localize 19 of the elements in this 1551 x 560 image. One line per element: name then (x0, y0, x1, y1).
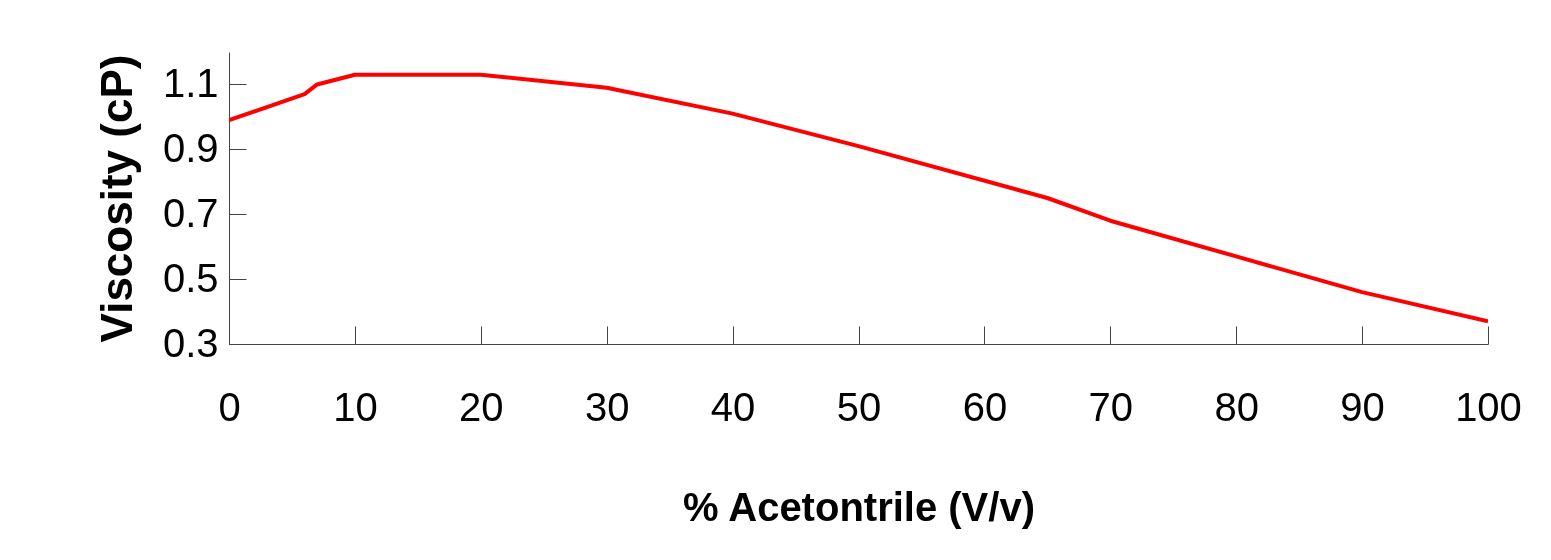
y-tick-label: 0.7 (162, 190, 219, 235)
x-tick-label: 20 (459, 384, 504, 429)
x-tick-label: 100 (1455, 384, 1522, 429)
x-tick-label: 30 (584, 384, 630, 429)
x-tick-label: 10 (333, 384, 378, 429)
x-tick-label: 70 (1088, 384, 1134, 429)
x-axis-title: % Acetontrile (V/v) (683, 484, 1035, 529)
x-tick-label: 80 (1214, 384, 1259, 429)
y-axis-title: Viscosity (cP) (91, 54, 141, 343)
y-tick-label: 0.5 (162, 255, 219, 300)
y-tick-label: 0.9 (162, 125, 219, 170)
x-tick-label: 0 (218, 384, 241, 429)
y-tick-label: 1.1 (162, 60, 219, 105)
line-series (229, 72, 1488, 324)
x-tick-label: 40 (710, 384, 756, 429)
y-tick-label: 0.3 (162, 320, 219, 365)
x-tick-label: 90 (1340, 384, 1385, 429)
x-tick-label: 50 (836, 384, 882, 429)
x-tick-label: 60 (962, 384, 1008, 429)
